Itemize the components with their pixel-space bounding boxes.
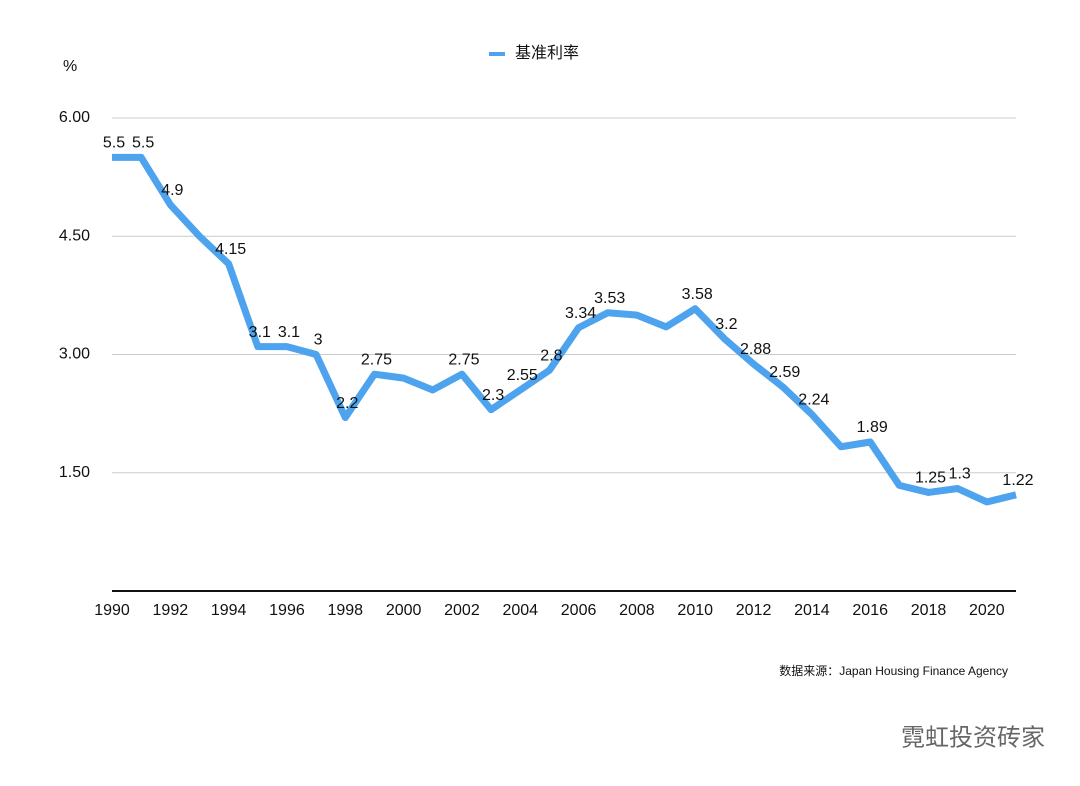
x-tick-label: 1994 — [211, 602, 247, 619]
y-tick-label: 1.50 — [59, 464, 90, 481]
x-tick-label: 2016 — [852, 602, 888, 619]
value-label: 5.5 — [103, 135, 125, 152]
value-label: 2.75 — [448, 351, 479, 368]
value-label: 2.55 — [507, 367, 538, 384]
x-tick-label: 2018 — [911, 602, 947, 619]
watermark: 霓虹投资砖家 — [901, 724, 1045, 751]
source-note: 数据来源：Japan Housing Finance Agency — [779, 663, 1008, 678]
x-tick-label: 2004 — [502, 602, 538, 619]
x-tick-label: 1992 — [153, 602, 189, 619]
value-label: 4.15 — [215, 241, 246, 258]
value-label: 3.1 — [278, 324, 300, 341]
x-tick-label: 2000 — [386, 602, 422, 619]
value-label: 1.25 — [915, 470, 946, 487]
x-tick-label: 2014 — [794, 602, 830, 619]
value-label: 3.53 — [594, 290, 625, 307]
value-label: 2.75 — [361, 351, 392, 368]
value-label: 1.3 — [949, 466, 971, 483]
value-label: 2.3 — [482, 387, 504, 404]
value-label: 5.5 — [132, 135, 154, 152]
y-tick-label: 4.50 — [59, 227, 90, 244]
value-label: 2.88 — [740, 341, 771, 358]
value-label: 2.59 — [769, 364, 800, 381]
value-label: 3 — [314, 332, 323, 349]
x-tick-label: 2008 — [619, 602, 655, 619]
value-label: 1.22 — [1002, 472, 1033, 489]
value-label: 3.58 — [682, 286, 713, 303]
value-label: 4.9 — [161, 182, 183, 199]
value-label: 3.34 — [565, 305, 596, 322]
value-label: 2.2 — [336, 395, 358, 412]
x-tick-label: 2010 — [677, 602, 713, 619]
x-tick-label: 1990 — [94, 602, 130, 619]
y-tick-label: 3.00 — [59, 346, 90, 363]
value-label: 2.8 — [540, 347, 562, 364]
x-tick-label: 1996 — [269, 602, 305, 619]
x-tick-label: 2006 — [561, 602, 597, 619]
x-tick-label: 2020 — [969, 602, 1005, 619]
value-label: 3.1 — [249, 324, 271, 341]
y-unit: % — [63, 58, 77, 75]
x-tick-label: 2012 — [736, 602, 772, 619]
x-tick-label: 2002 — [444, 602, 480, 619]
legend-label: 基准利率 — [515, 44, 579, 62]
value-label: 3.2 — [715, 316, 737, 333]
data-line — [112, 153, 1017, 506]
value-label: 2.24 — [798, 392, 829, 409]
x-tick-label: 1998 — [327, 602, 363, 619]
value-label: 1.89 — [857, 419, 888, 436]
y-tick-label: 6.00 — [59, 109, 90, 126]
